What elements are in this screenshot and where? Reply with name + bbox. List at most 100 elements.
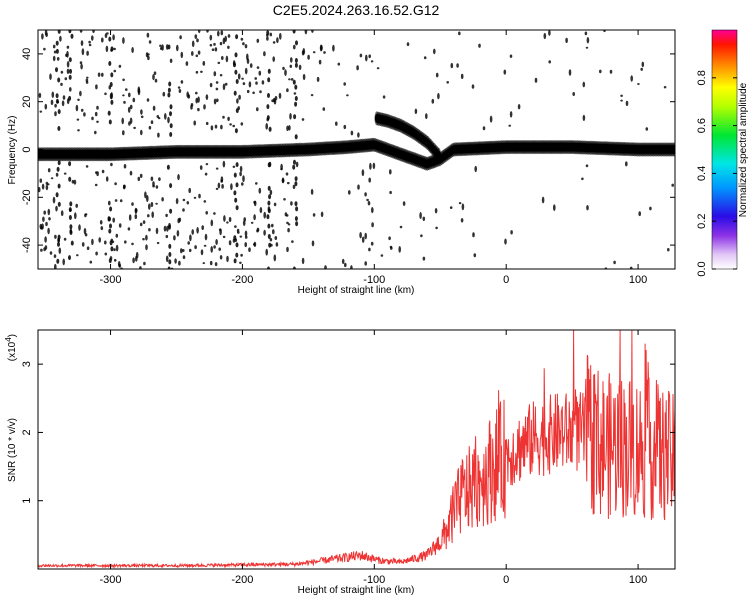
speckle (356, 65, 359, 71)
speckle (75, 203, 78, 208)
speckle (110, 92, 113, 100)
speckle (368, 54, 372, 59)
streak-cell (293, 114, 297, 120)
streak-cell (166, 164, 170, 170)
speckle (62, 95, 66, 100)
ridge-core (437, 153, 441, 159)
speckle (194, 245, 197, 250)
speckle (237, 73, 241, 80)
speckle (361, 169, 365, 177)
speckle (482, 126, 486, 131)
speckle (341, 258, 345, 265)
speckle (83, 112, 86, 117)
speckle (282, 66, 285, 71)
speckle (310, 94, 314, 97)
streak-cell (267, 208, 271, 214)
speckle (43, 47, 46, 51)
speckle (198, 193, 201, 199)
speckle (195, 54, 199, 58)
speckle (146, 32, 150, 38)
speckle (244, 242, 247, 248)
streak-cell (233, 172, 237, 178)
speckle (131, 242, 134, 246)
speckle (215, 167, 219, 170)
streak-cell (70, 240, 74, 246)
speckle (153, 71, 157, 75)
speckle (96, 105, 99, 110)
streak-cell (294, 181, 298, 187)
speckle (115, 233, 119, 238)
speckle (182, 208, 185, 212)
speckle (94, 111, 98, 117)
speckle (365, 54, 368, 62)
streak-cell (56, 166, 60, 172)
speckle (105, 45, 109, 52)
speckle (548, 60, 551, 64)
speckle (572, 92, 575, 96)
speckle (609, 69, 613, 74)
speckle (75, 104, 79, 112)
speckle (214, 47, 218, 52)
speckle (178, 89, 182, 93)
streak-cell (295, 40, 298, 46)
speckle (121, 117, 124, 125)
streak-cell (108, 258, 112, 264)
speckle (213, 71, 217, 77)
speckle (332, 44, 335, 52)
speckle (433, 48, 436, 55)
speckle (96, 120, 99, 124)
speckle (419, 212, 422, 219)
speckle (220, 124, 223, 130)
streak-cell (57, 241, 60, 247)
streak-cell (57, 77, 61, 83)
streak-cell (108, 216, 111, 222)
speckle (214, 124, 218, 129)
streak-cell (68, 57, 72, 63)
speckle (205, 163, 209, 166)
speckle (88, 40, 91, 44)
speckle (210, 125, 214, 131)
speckle (45, 32, 48, 37)
streak-cell (266, 104, 270, 110)
speckle (53, 50, 57, 54)
streak-cell (167, 92, 171, 98)
speckle (161, 44, 164, 51)
speckle (187, 241, 190, 245)
colorbar-tick-label: 0.4 (696, 166, 708, 181)
speckle (112, 34, 115, 41)
speckle (229, 123, 232, 126)
speckle (54, 103, 57, 108)
speckle (45, 181, 49, 185)
y-tick-label: 20 (21, 96, 33, 108)
speckle (74, 212, 77, 220)
streak-cell (68, 30, 72, 34)
speckle (310, 188, 314, 195)
streak-cell (169, 208, 173, 214)
speckle (205, 211, 208, 215)
streak-cell (55, 40, 59, 46)
speckle (134, 207, 138, 214)
speckle (115, 244, 119, 252)
speckle (39, 178, 43, 183)
speckle (256, 66, 260, 69)
speckle (449, 206, 453, 210)
speckle (38, 187, 41, 193)
speckle (364, 232, 368, 240)
x-tick-label: -200 (231, 574, 253, 586)
speckle (630, 75, 633, 82)
speckle (105, 176, 109, 182)
speckle (132, 97, 136, 103)
speckle (219, 74, 223, 77)
speckle (86, 76, 89, 79)
speckle (127, 227, 131, 231)
speckle (244, 230, 248, 237)
snr-x-ticks: -300 -200 -100 0 100 (100, 330, 647, 586)
speckle (248, 81, 252, 88)
speckle (182, 249, 185, 252)
speckle (239, 171, 242, 177)
speckle (200, 249, 204, 256)
speckle (86, 246, 90, 250)
speckle (474, 165, 478, 173)
speckle (182, 255, 186, 260)
speckle (456, 63, 459, 68)
